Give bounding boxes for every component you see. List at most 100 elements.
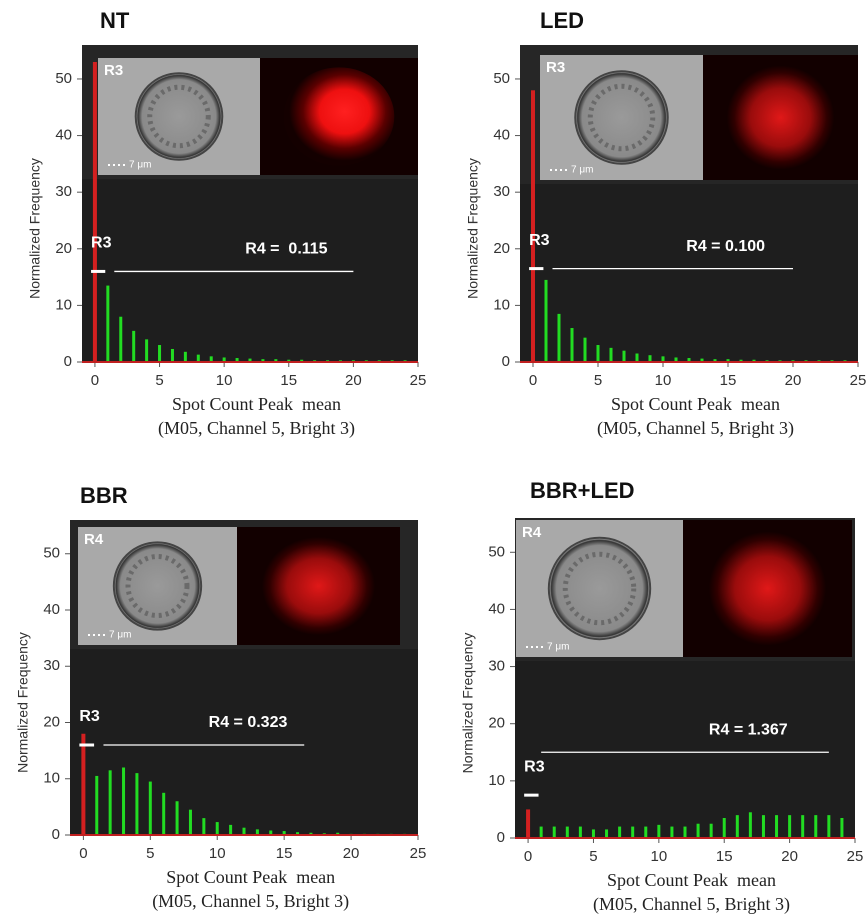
bar: [801, 815, 804, 838]
x-tick-label: 20: [345, 372, 362, 389]
image-label: R3: [104, 62, 123, 79]
bar: [176, 801, 179, 835]
bar: [618, 827, 621, 838]
bar: [605, 829, 608, 838]
bar: [122, 768, 125, 836]
image-label: R4: [84, 531, 104, 548]
y-tick-label: 40: [55, 127, 72, 144]
bar: [623, 351, 626, 362]
y-axis-label: Normalized Frequency: [27, 158, 43, 299]
image-label: R3: [546, 59, 565, 76]
x-tick-label: 10: [655, 372, 672, 389]
bar: [610, 348, 613, 362]
bar: [197, 355, 200, 362]
bar: [775, 815, 778, 838]
x-axis-note: (M05, Channel 5, Bright 3): [158, 418, 355, 439]
bar: [579, 827, 582, 838]
y-tick-label: 20: [43, 713, 60, 730]
y-tick-label: 30: [43, 657, 60, 674]
x-tick-label: 20: [785, 372, 802, 389]
bar: [216, 822, 219, 835]
bar: [657, 825, 660, 838]
fluorescent-cell: [708, 531, 826, 646]
y-tick-label: 20: [488, 715, 505, 732]
x-axis-note: (M05, Channel 5, Bright 3): [593, 894, 790, 915]
x-tick-label: 15: [280, 372, 297, 389]
bar: [106, 286, 109, 362]
x-tick-label: 5: [155, 372, 163, 389]
x-axis-note: (M05, Channel 5, Bright 3): [597, 418, 794, 439]
bar: [171, 349, 174, 362]
bar: [229, 825, 232, 835]
bar: [566, 827, 569, 838]
bar: [540, 827, 543, 838]
scale-label: 7 μm: [129, 160, 151, 171]
x-tick-label: 0: [524, 848, 532, 865]
x-tick-label: 25: [410, 372, 427, 389]
x-tick-label: 25: [410, 845, 427, 862]
x-axis-note: (M05, Channel 5, Bright 3): [152, 891, 349, 912]
chart-title: LED: [540, 8, 584, 33]
bar: [558, 314, 561, 362]
y-tick-label: 0: [497, 829, 505, 846]
bar: [158, 345, 161, 362]
x-tick-label: 15: [276, 845, 293, 862]
x-tick-label: 0: [91, 372, 99, 389]
bar: [631, 827, 634, 838]
gate-label: R3: [524, 758, 545, 775]
x-tick-label: 0: [79, 845, 87, 862]
bar: [710, 824, 713, 838]
chart-title: NT: [100, 8, 130, 33]
x-tick-label: 20: [781, 848, 798, 865]
bar: [644, 827, 647, 838]
y-tick-label: 10: [493, 296, 510, 313]
x-axis-label: Spot Count Peak mean: [611, 394, 780, 414]
x-axis-label: Spot Count Peak mean: [607, 870, 776, 890]
y-tick-label: 50: [43, 545, 60, 562]
x-tick-label: 0: [529, 372, 537, 389]
gate-label: R3: [91, 235, 112, 252]
bar: [736, 815, 739, 838]
bar: [189, 810, 192, 835]
y-tick-label: 0: [64, 353, 72, 370]
y-tick-label: 30: [55, 183, 72, 200]
y-tick-label: 10: [43, 770, 60, 787]
x-tick-label: 5: [589, 848, 597, 865]
page: NTR37 μm010203040500510152025R3R4 = 0.11…: [0, 0, 867, 920]
y-tick-label: 40: [43, 601, 60, 618]
scale-label: 7 μm: [109, 630, 131, 641]
x-tick-label: 10: [651, 848, 668, 865]
bar: [109, 770, 112, 835]
y-tick-label: 30: [488, 658, 505, 675]
x-tick-label: 5: [594, 372, 602, 389]
bar: [814, 815, 817, 838]
y-tick-label: 20: [55, 240, 72, 257]
bar: [95, 776, 98, 835]
bar: [788, 815, 791, 838]
y-tick-label: 40: [488, 600, 505, 617]
bar: [827, 815, 830, 838]
y-tick-label: 50: [55, 70, 72, 87]
x-axis-label: Spot Count Peak mean: [166, 867, 335, 887]
bar: [526, 809, 530, 838]
x-tick-label: 15: [716, 848, 733, 865]
y-axis-label: Normalized Frequency: [15, 632, 31, 773]
x-tick-label: 10: [216, 372, 233, 389]
x-tick-label: 25: [850, 372, 867, 389]
scale-label: 7 μm: [547, 642, 569, 653]
bar: [553, 827, 556, 838]
gate-label: R4 = 0.323: [209, 714, 288, 731]
figure: NTR37 μm010203040500510152025R3R4 = 0.11…: [0, 0, 867, 920]
scale-label: 7 μm: [571, 165, 593, 176]
bar: [636, 354, 639, 362]
fluorescent-cell: [726, 65, 835, 170]
x-tick-label: 20: [343, 845, 360, 862]
bar: [670, 827, 673, 838]
gate-label: R3: [529, 232, 550, 249]
bar: [762, 815, 765, 838]
bar: [545, 280, 548, 362]
y-tick-label: 10: [488, 772, 505, 789]
bar: [81, 734, 85, 835]
y-tick-label: 50: [493, 70, 510, 87]
y-tick-label: 40: [493, 127, 510, 144]
